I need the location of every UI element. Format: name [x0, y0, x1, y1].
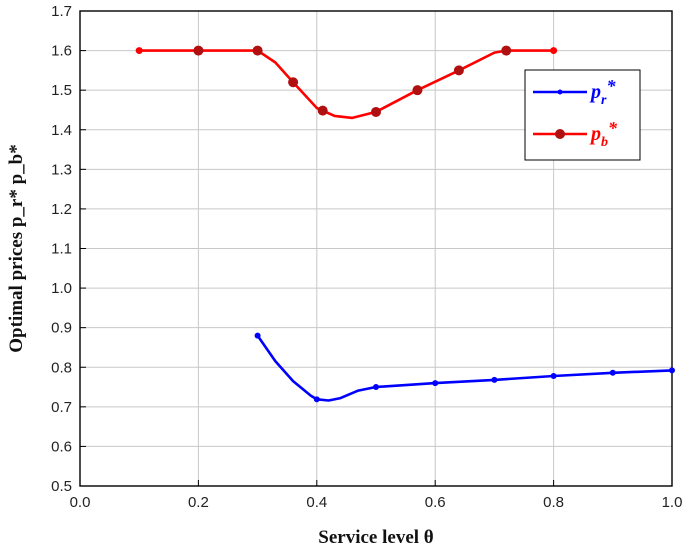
data-point — [254, 332, 261, 339]
y-tick-label: 0.6 — [51, 438, 72, 455]
legend-marker — [557, 89, 563, 95]
x-axis-title-text: Service level θ — [318, 527, 434, 548]
data-point — [135, 47, 143, 55]
legend-marker — [555, 129, 565, 139]
legend: pr*pb* — [524, 69, 641, 161]
legend-label-base: p — [589, 123, 601, 145]
legend-label-superscript: * — [608, 118, 618, 138]
axis-ticks: 0.0 0.2 0.4 0.6 0.8 1.0 0.5 0.6 0.7 0.8 0.9 1.0 1.1 1… — [51, 3, 682, 511]
y-tick-label: 0.9 — [51, 320, 72, 337]
data-point — [453, 65, 464, 76]
x-tick-label: 0.6 — [425, 494, 446, 511]
x-tick-label: 0.8 — [543, 494, 564, 511]
legend-label-subscript: r — [601, 93, 607, 108]
data-point — [669, 367, 675, 374]
data-point — [371, 106, 381, 117]
legend-label-subscript: b — [601, 135, 608, 150]
y-tick-label: 1.2 — [51, 201, 72, 218]
data-point — [501, 45, 512, 56]
y-tick-label: 1.3 — [51, 161, 72, 178]
x-tick-label: 0.2 — [188, 494, 209, 511]
y-tick-label: 1.5 — [51, 82, 72, 99]
data-point — [550, 47, 558, 55]
legend-item: pr* — [533, 76, 616, 108]
data-point — [609, 369, 616, 376]
legend-label-base: p — [589, 81, 601, 103]
series-pb — [135, 45, 558, 120]
legend-label: pb* — [589, 118, 618, 150]
legend-box — [524, 69, 641, 161]
y-tick-label: 1.1 — [51, 241, 72, 258]
y-axis-title-text: Optimal prices p_r* p_b* — [6, 144, 27, 352]
series-line — [139, 49, 554, 120]
y-tick-label: 0.5 — [51, 478, 72, 495]
data-point — [193, 45, 204, 56]
data-point — [373, 384, 379, 391]
y-tick-label: 1.7 — [51, 3, 72, 20]
data-point — [288, 77, 299, 88]
x-tick-label: 0.4 — [306, 494, 327, 511]
y-axis-title: Optimal prices p_r* p_b* — [6, 144, 27, 352]
y-tick-label: 1.0 — [51, 280, 72, 297]
series-line — [256, 334, 673, 402]
y-tick-label: 1.4 — [51, 122, 72, 139]
y-tick-label: 1.6 — [51, 43, 72, 60]
series — [135, 45, 675, 403]
x-axis-title: Service level θ — [318, 527, 434, 548]
data-point — [313, 396, 320, 403]
y-tick-label: 0.8 — [51, 359, 72, 376]
data-point — [317, 105, 328, 116]
data-point — [252, 45, 263, 56]
x-tick-label: 1.0 — [662, 494, 683, 511]
data-point — [491, 376, 498, 383]
series-pr — [254, 332, 675, 403]
y-tick-label: 0.7 — [51, 399, 72, 416]
data-point — [412, 85, 423, 96]
legend-label-superscript: * — [606, 76, 616, 96]
legend-item: pb* — [533, 118, 618, 150]
data-point — [432, 380, 439, 387]
data-point — [550, 372, 557, 379]
x-tick-label: 0.0 — [70, 494, 91, 511]
legend-label: pr* — [589, 76, 616, 108]
